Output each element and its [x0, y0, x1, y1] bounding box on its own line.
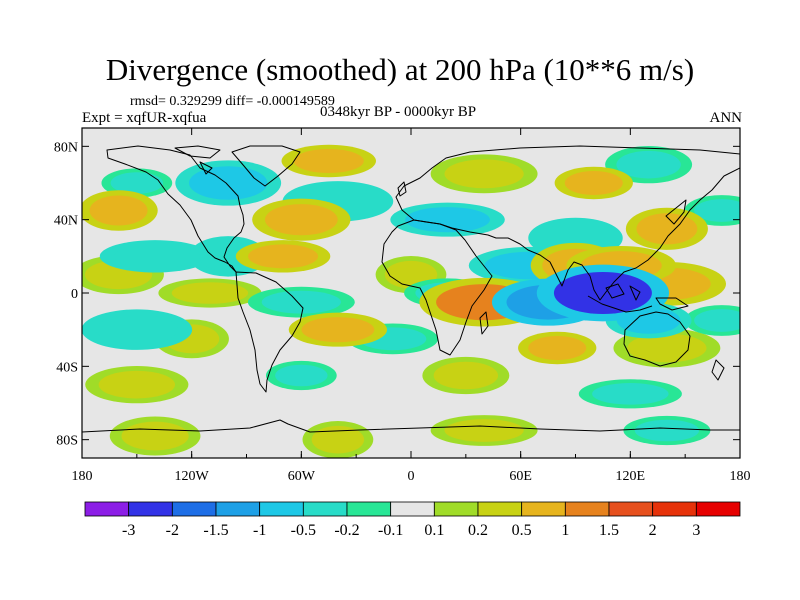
- x-tick-label: 180: [72, 469, 93, 484]
- field-blob: [293, 149, 364, 173]
- coast-greenland: [231, 145, 301, 187]
- field-blob: [89, 195, 148, 226]
- colorbar-box: [128, 501, 173, 517]
- field-blob: [634, 419, 700, 442]
- x-tick-label: 60E: [509, 469, 532, 484]
- colorbar-box: [564, 501, 610, 517]
- field-blob: [564, 171, 623, 195]
- field-blob: [121, 421, 189, 451]
- coast-uk: [397, 181, 407, 197]
- colorbar-box: [477, 501, 523, 517]
- colorbar-label: -1: [253, 522, 266, 539]
- x-tick-label: 0: [408, 469, 415, 484]
- colorbar-label: 2: [649, 522, 657, 539]
- field-blob: [171, 282, 249, 304]
- map-panel: [81, 127, 741, 459]
- field-blob: [636, 213, 698, 245]
- coast-madagascar: [479, 311, 489, 335]
- x-tick-label: 120E: [616, 469, 646, 484]
- field-blob: [694, 199, 740, 222]
- field-blob: [444, 419, 524, 442]
- coast-indonesia: [587, 283, 689, 313]
- colorbar-box: [695, 501, 741, 517]
- x-tick-label: 180: [730, 469, 751, 484]
- field-blob: [528, 336, 587, 360]
- y-tick-label: 80S: [56, 434, 78, 449]
- coast-africa: [381, 219, 493, 356]
- colorbar-label: -0.2: [334, 522, 359, 539]
- season-text: ANN: [709, 110, 743, 126]
- colorbar-label: 3: [692, 522, 700, 539]
- colorbar-box: [652, 501, 697, 517]
- coast-antarctica: [82, 419, 740, 433]
- field-blob: [189, 166, 268, 200]
- x-tick-label: 120W: [175, 469, 210, 484]
- colorbar-box: [390, 501, 435, 517]
- field-blob: [114, 244, 197, 269]
- colorbar-label: 1.5: [599, 522, 619, 539]
- coast-australia: [623, 311, 691, 367]
- coast-north-america: [106, 145, 245, 273]
- field-blob: [311, 425, 365, 454]
- y-tick-label: 40S: [56, 360, 78, 375]
- field-blob: [95, 314, 178, 345]
- coast-japan: [665, 199, 687, 225]
- colorbar-label: 0.5: [512, 522, 532, 539]
- field-blob: [433, 361, 499, 390]
- colorbar-label: -3: [122, 522, 135, 539]
- field-blob: [301, 317, 375, 343]
- colorbar-label: -1.5: [203, 522, 228, 539]
- colorbar-label: -0.1: [378, 522, 403, 539]
- x-tick-label: 60W: [288, 469, 316, 484]
- colorbar-label: 0.2: [468, 522, 488, 539]
- field-blob: [261, 290, 341, 314]
- experiment-text: Expt = xqfUR-xqfua: [82, 110, 207, 126]
- colorbar-box: [521, 501, 566, 517]
- field-blob: [405, 207, 490, 233]
- field-blob: [110, 172, 164, 194]
- coast-new-zealand: [711, 359, 725, 381]
- colorbar-label: 1: [561, 522, 569, 539]
- field-blob: [627, 333, 707, 363]
- field-blob: [264, 204, 338, 236]
- coast-eurasia: [395, 145, 740, 301]
- colorbar-box: [171, 501, 217, 517]
- field-blob: [98, 370, 176, 399]
- coast-south-america: [235, 271, 304, 393]
- field-blob: [248, 244, 319, 269]
- chart-title: Divergence (smoothed) at 200 hPa (10**6 …: [105, 52, 695, 87]
- colorbar-label: -0.5: [291, 522, 316, 539]
- field-blob: [553, 272, 652, 314]
- colorbar-box: [259, 501, 304, 517]
- colorbar-box: [608, 501, 654, 517]
- colorbar-box: [84, 501, 130, 517]
- field-blob: [592, 383, 669, 405]
- field-blob: [275, 364, 328, 387]
- colorbar-label: 0.1: [424, 522, 444, 539]
- y-tick-label: 40N: [54, 214, 78, 229]
- y-tick-label: 0: [71, 287, 78, 302]
- field-blob: [616, 150, 681, 179]
- colorbar-box: [215, 501, 261, 517]
- y-tick-label: 80N: [54, 140, 78, 155]
- divergence-field: [82, 144, 740, 458]
- axes: 180 120W 60W 0 60E 120E 180 80N 40N 0 40S 80S: [54, 128, 751, 484]
- colorbar-box: [433, 501, 479, 517]
- colorbar: -3 -2 -1.5 -1 -0.5 -0.2 -0.1 0.1 0.2 0.5 1 1.5 2 3: [84, 501, 741, 539]
- field-blob: [444, 159, 524, 189]
- stats-text: rmsd= 0.329299 diff= -0.000149589: [130, 94, 335, 109]
- colorbar-box: [302, 501, 348, 517]
- field-blob: [694, 309, 740, 332]
- coastlines: [82, 145, 740, 433]
- colorbar-box: [346, 501, 392, 517]
- period-text: 0348kyr BP - 0000kyr BP: [320, 104, 477, 120]
- colorbar-label: -2: [166, 522, 179, 539]
- coast-arctic-islands: [174, 145, 221, 175]
